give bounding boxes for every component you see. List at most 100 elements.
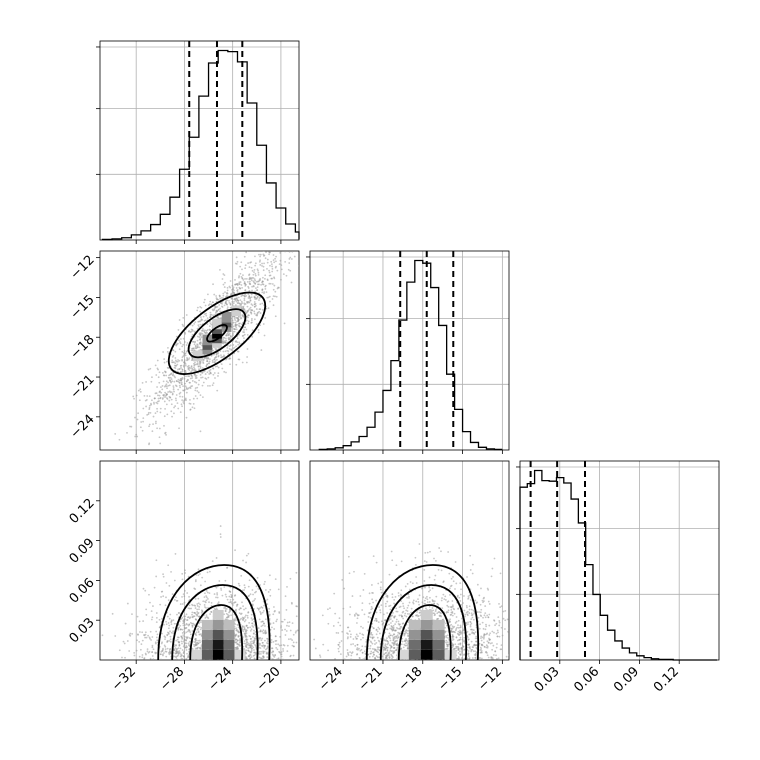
sample-point [188, 357, 191, 360]
sample-point [187, 642, 190, 645]
sample-point [245, 641, 248, 644]
sample-point [467, 597, 470, 599]
sample-point [174, 650, 177, 653]
sample-point [337, 621, 340, 624]
sample-point [347, 636, 349, 639]
sample-point [232, 286, 235, 289]
sample-point [478, 611, 481, 613]
sample-point [491, 630, 494, 633]
sample-point [263, 277, 266, 280]
sample-point [239, 322, 241, 325]
sample-point [248, 621, 251, 624]
sample-point [280, 655, 283, 658]
sample-point [199, 310, 202, 313]
sample-point [236, 337, 239, 340]
sample-point [169, 373, 172, 376]
sample-point [156, 633, 159, 636]
sample-point [178, 612, 180, 614]
sample-point [207, 357, 209, 360]
sample-point [172, 632, 175, 635]
sample-point [291, 644, 294, 647]
sample-point [271, 270, 274, 273]
sample-point [196, 611, 199, 613]
sample-point [433, 602, 436, 605]
sample-point [275, 620, 278, 623]
sample-point [446, 604, 449, 607]
sample-point [284, 260, 287, 263]
sample-point [242, 559, 244, 562]
sample-point [263, 291, 266, 293]
sample-point [485, 650, 488, 653]
sample-point [258, 310, 260, 313]
sample-point [136, 639, 138, 642]
sample-point [350, 654, 353, 657]
sample-point [282, 648, 284, 650]
sample-point [236, 302, 239, 305]
sample-point [484, 616, 487, 619]
sample-point [189, 621, 192, 624]
sample-point [240, 295, 243, 298]
sample-point [251, 622, 254, 625]
sample-point [270, 641, 273, 644]
sample-point [230, 596, 233, 598]
sample-point [149, 411, 152, 414]
sample-point [281, 658, 283, 660]
sample-point [220, 356, 223, 359]
sample-point [174, 362, 177, 365]
sample-point [198, 639, 201, 642]
sample-point [373, 653, 375, 656]
sample-point [179, 341, 181, 343]
sample-point [194, 632, 197, 635]
sample-point [248, 280, 251, 283]
sample-point [199, 430, 202, 433]
sample-point [461, 657, 463, 659]
sample-point [163, 635, 166, 638]
density-cell [212, 639, 224, 650]
sample-point [261, 262, 263, 265]
sample-point [153, 401, 155, 404]
sample-point [407, 593, 410, 596]
sample-point [128, 634, 131, 636]
sample-point [261, 291, 264, 294]
sample-point [482, 601, 484, 604]
sample-point [170, 623, 173, 626]
sample-point [273, 606, 275, 608]
sample-point [483, 645, 486, 648]
sample-point [499, 572, 502, 575]
sample-point [155, 575, 158, 578]
sample-point [177, 629, 180, 631]
sample-point [231, 323, 234, 326]
sample-point [375, 619, 378, 622]
sample-point [225, 301, 227, 303]
sample-point [205, 330, 208, 332]
sample-point [179, 647, 182, 650]
sample-point [356, 637, 358, 640]
sample-point [405, 637, 407, 640]
sample-point [257, 608, 260, 611]
sample-point [452, 626, 455, 629]
sample-point [158, 436, 161, 439]
sample-point [235, 633, 238, 636]
sample-point [262, 323, 265, 325]
sample-point [446, 641, 449, 644]
sample-point [194, 369, 197, 372]
sample-point [160, 386, 162, 389]
sample-point [182, 316, 185, 319]
sample-point [151, 430, 154, 433]
sample-point [179, 395, 181, 398]
sample-point [238, 608, 241, 611]
sample-point [419, 609, 422, 612]
sample-point [194, 647, 197, 650]
sample-point [395, 607, 398, 610]
sample-point [226, 566, 229, 569]
sample-point [166, 350, 169, 353]
sample-point [288, 244, 290, 246]
sample-point [178, 319, 181, 321]
sample-point [260, 657, 263, 660]
sample-point [245, 328, 248, 331]
sample-point [161, 649, 164, 652]
sample-point [238, 643, 240, 646]
sample-point [173, 622, 176, 625]
sample-point [197, 320, 200, 323]
sample-point [138, 631, 141, 633]
